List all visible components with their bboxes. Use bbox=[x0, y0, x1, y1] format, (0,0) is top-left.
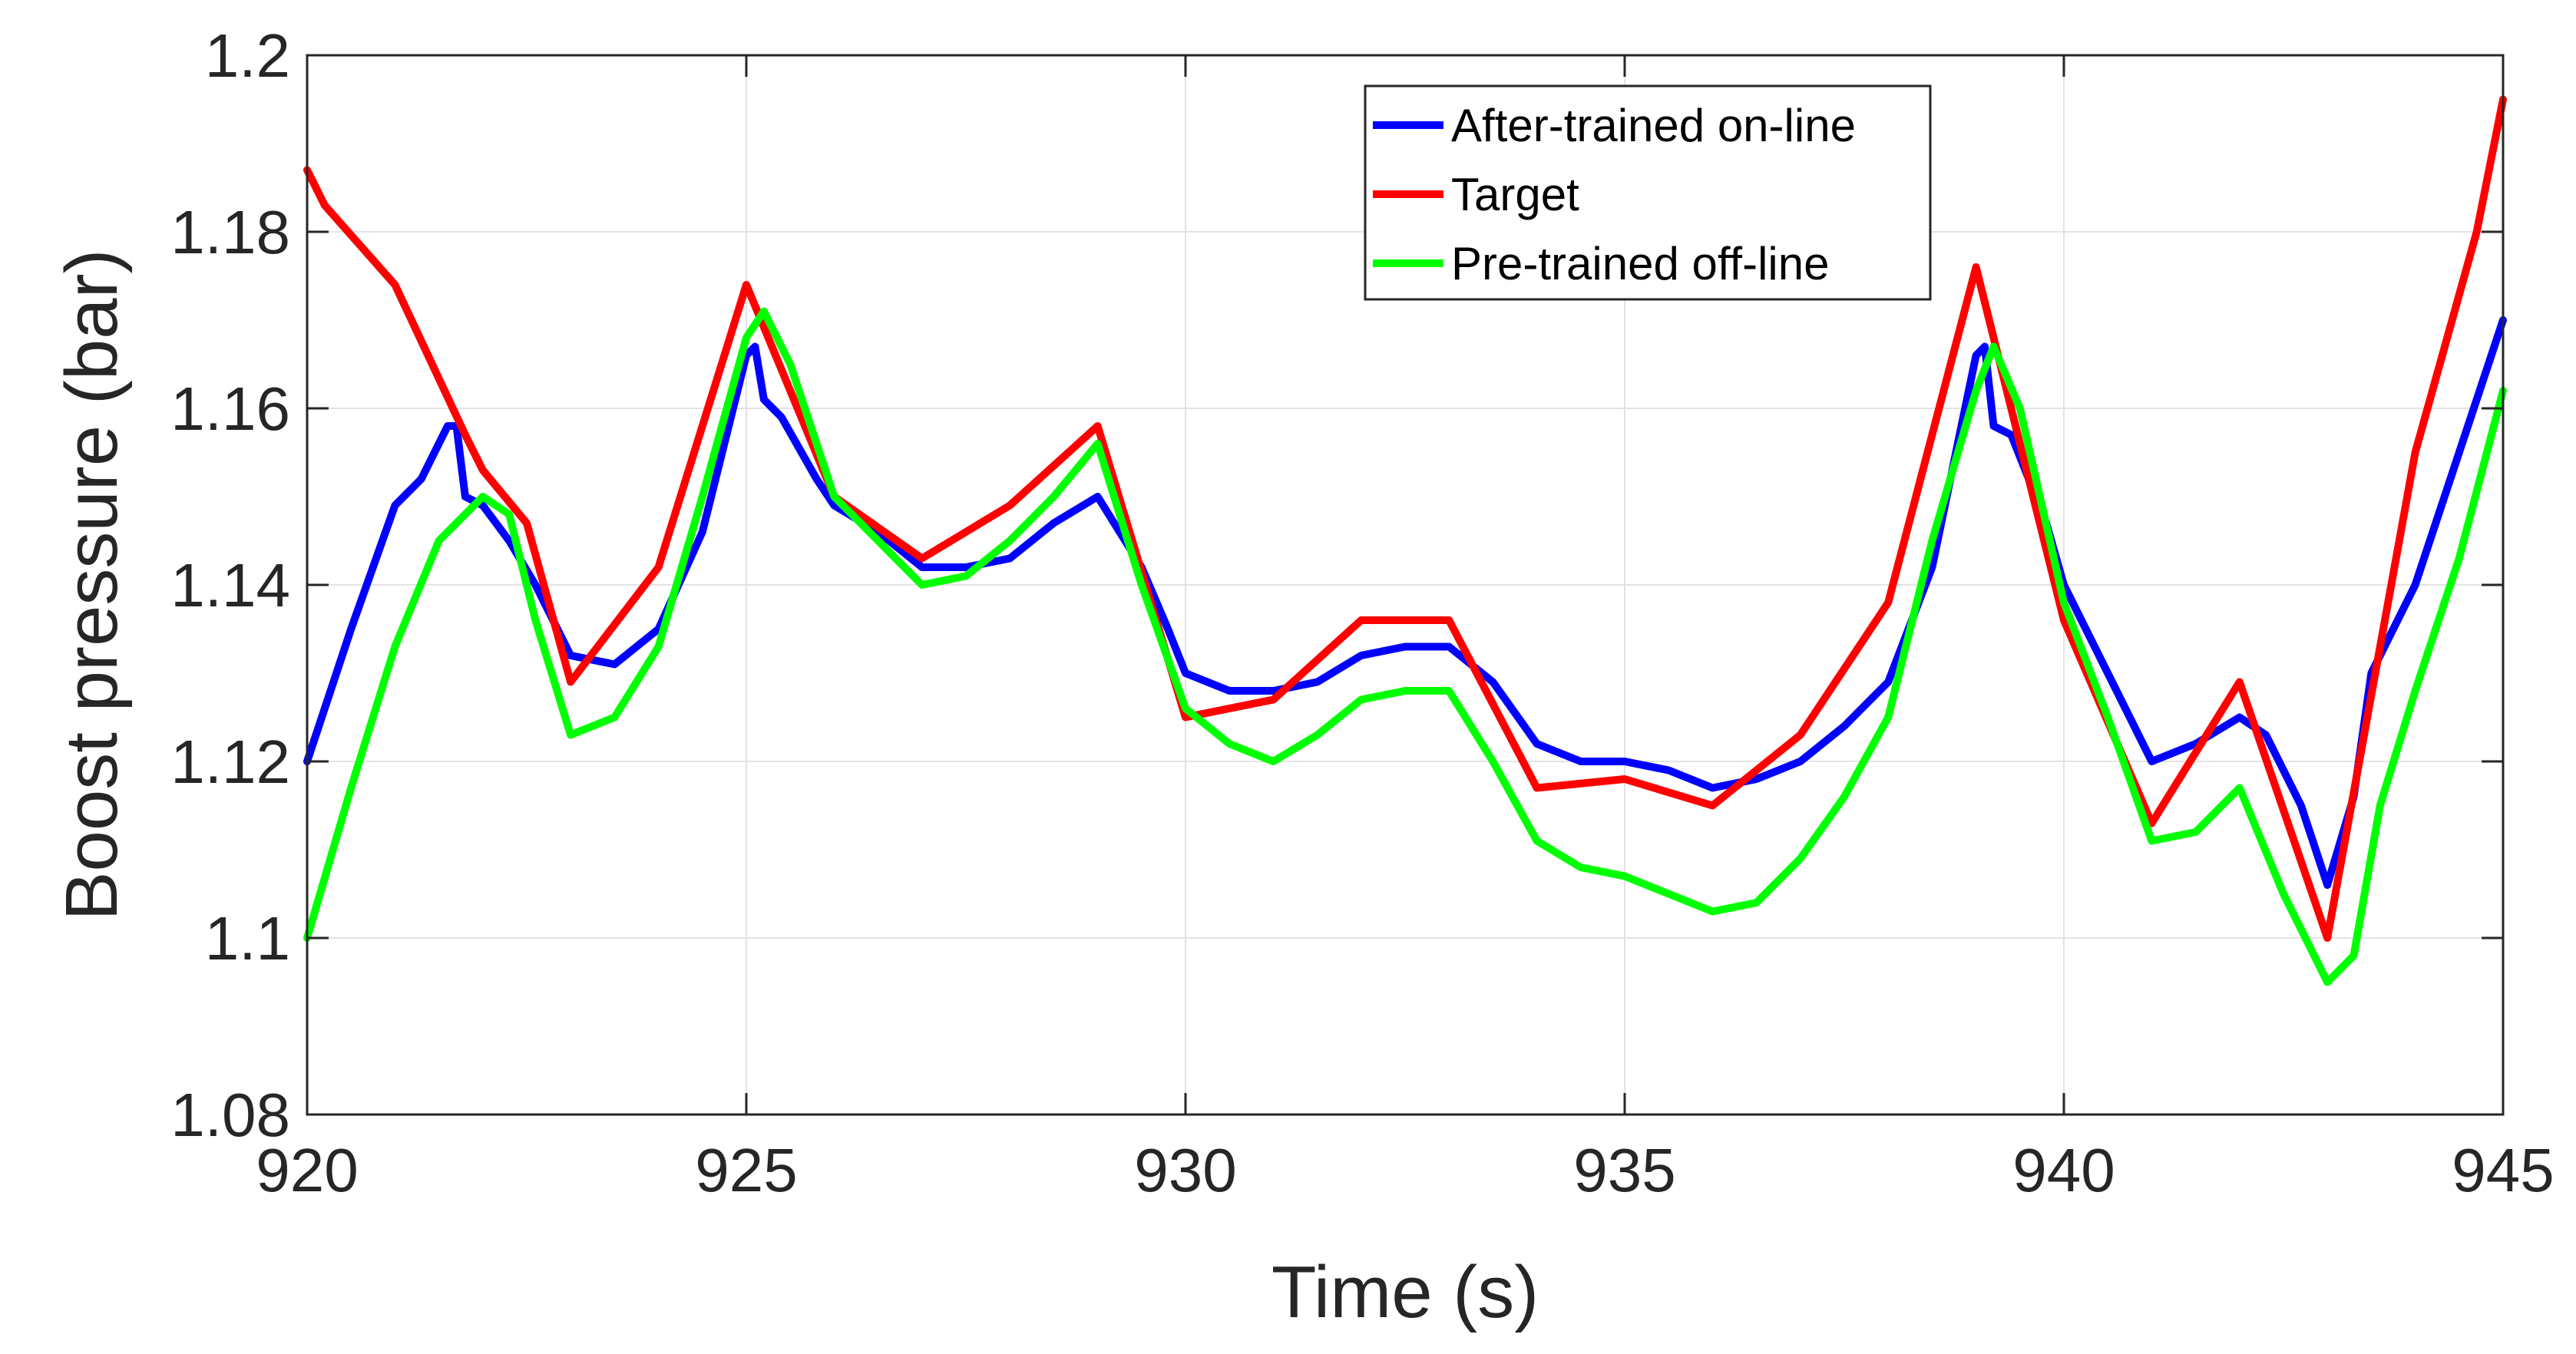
legend-box bbox=[1364, 84, 1932, 301]
series-line-target bbox=[303, 95, 2507, 942]
x-tick-label: 930 bbox=[1134, 1136, 1236, 1204]
y-tick-label: 1.08 bbox=[170, 1081, 290, 1149]
y-tick-label: 1.16 bbox=[170, 375, 290, 443]
y-tick-label: 1.1 bbox=[205, 904, 290, 973]
x-tick-label: 940 bbox=[2012, 1136, 2115, 1204]
legend-label-pre-trained-off-line: Pre-trained off-line bbox=[1451, 238, 1829, 289]
x-tick-label: 945 bbox=[2452, 1136, 2554, 1204]
y-axis-tick-labels: 1.08 1.1 1.12 1.14 1.16 1.18 1.2 bbox=[170, 21, 290, 1149]
y-tick-label: 1.2 bbox=[205, 21, 290, 90]
x-tick-label: 925 bbox=[695, 1136, 797, 1204]
axis-ticks bbox=[306, 54, 2505, 1116]
x-tick-label: 920 bbox=[256, 1136, 358, 1204]
x-axis-tick-labels: 920 925 930 935 940 945 bbox=[256, 1136, 2554, 1204]
y-tick-label: 1.14 bbox=[170, 551, 290, 619]
legend-label-target: Target bbox=[1451, 169, 1579, 220]
legend-label-after-trained-on-line: After-trained on-line bbox=[1451, 100, 1856, 151]
y-tick-label: 1.18 bbox=[170, 198, 290, 266]
series-lines bbox=[303, 95, 2507, 986]
x-tick-label: 935 bbox=[1573, 1136, 1675, 1204]
series-line-after-trained-on-line bbox=[303, 316, 2507, 889]
series-line-pre-trained-off-line bbox=[303, 307, 2507, 986]
y-axis-label: Boost pressure (bar) bbox=[51, 249, 133, 920]
legend: After-trained on-line Target Pre-trained o… bbox=[1364, 84, 1932, 301]
y-tick-label: 1.12 bbox=[170, 728, 290, 796]
x-axis-label: Time (s) bbox=[1271, 1251, 1539, 1333]
